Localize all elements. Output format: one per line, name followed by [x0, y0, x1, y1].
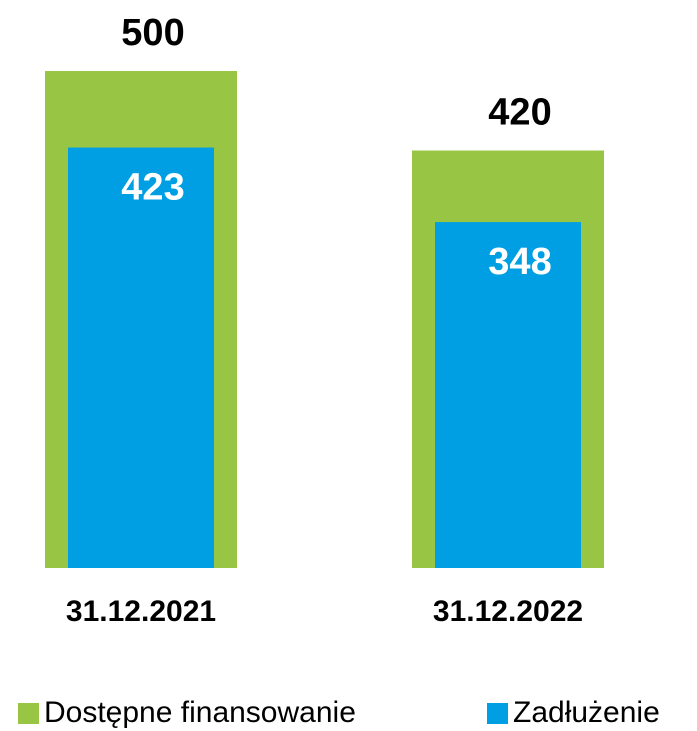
value-label: 423 [121, 167, 184, 209]
legend-swatch [18, 703, 39, 724]
bar [435, 222, 581, 568]
value-label: 420 [488, 92, 551, 134]
value-label: 348 [488, 241, 551, 283]
value-label: 500 [121, 12, 184, 54]
x-tick-label: 31.12.2022 [433, 595, 583, 628]
legend-swatch [487, 703, 508, 724]
legend-label: Dostępne finansowanie [44, 696, 356, 729]
legend-label: Zadłużenie [513, 696, 660, 729]
bar [68, 147, 214, 568]
x-tick-label: 31.12.2021 [66, 595, 216, 628]
